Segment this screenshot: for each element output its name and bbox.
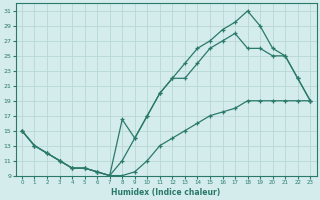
X-axis label: Humidex (Indice chaleur): Humidex (Indice chaleur): [111, 188, 221, 197]
